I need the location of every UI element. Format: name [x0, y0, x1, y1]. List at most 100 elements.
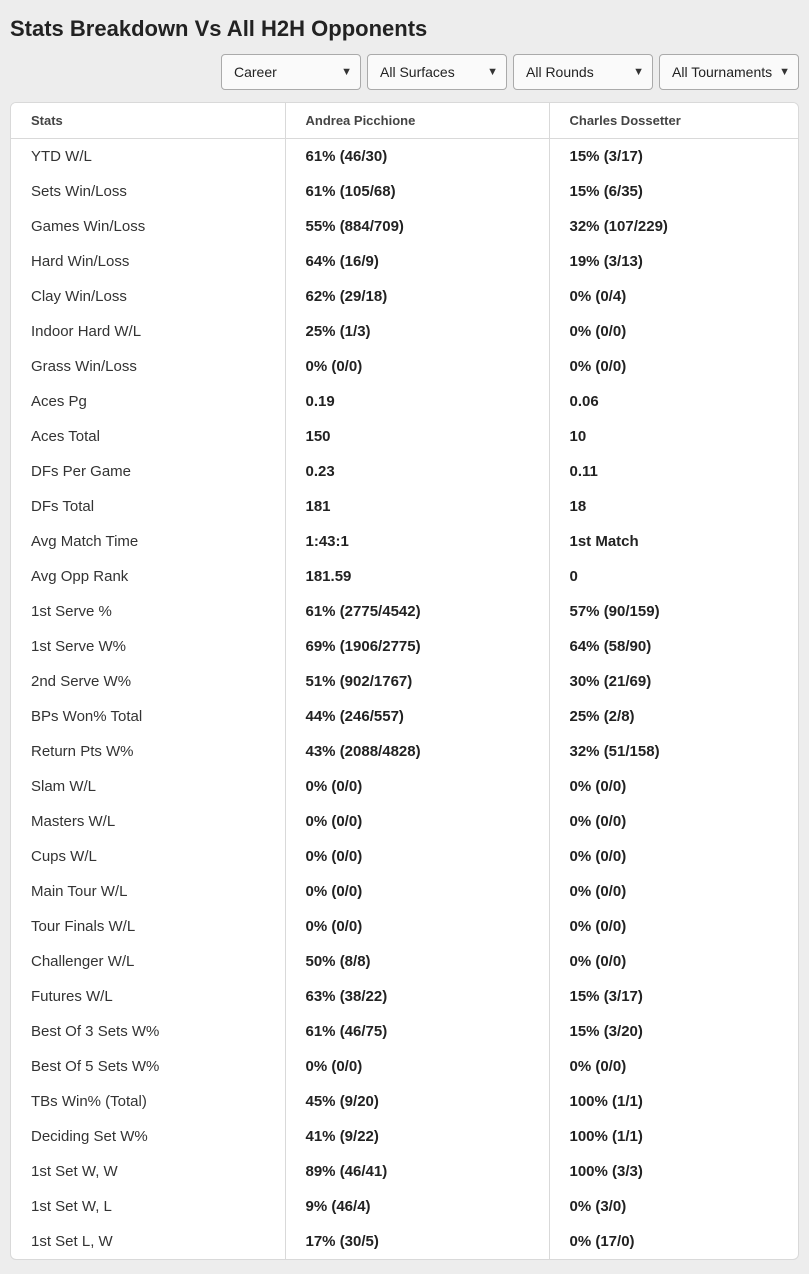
chevron-down-icon: ▼	[633, 66, 644, 78]
page-root: Stats Breakdown Vs All H2H Opponents Car…	[0, 0, 809, 1274]
stat-label: Challenger W/L	[11, 944, 285, 979]
stat-label: BPs Won% Total	[11, 699, 285, 734]
stat-label: Masters W/L	[11, 804, 285, 839]
player2-value: 1st Match	[549, 524, 798, 559]
player2-value: 15% (3/17)	[549, 979, 798, 1014]
player1-value: 0% (0/0)	[285, 909, 549, 944]
player1-value: 50% (8/8)	[285, 944, 549, 979]
player2-value: 30% (21/69)	[549, 664, 798, 699]
stat-label: Cups W/L	[11, 839, 285, 874]
tournament-select[interactable]: All Tournaments ▼	[659, 54, 799, 90]
stat-label: 2nd Serve W%	[11, 664, 285, 699]
table-row: DFs Per Game0.230.11	[11, 454, 798, 489]
table-row: 1st Set W, L9% (46/4)0% (3/0)	[11, 1189, 798, 1224]
table-row: Deciding Set W%41% (9/22)100% (1/1)	[11, 1119, 798, 1154]
player1-value: 69% (1906/2775)	[285, 629, 549, 664]
table-row: TBs Win% (Total)45% (9/20)100% (1/1)	[11, 1084, 798, 1119]
player1-value: 181.59	[285, 559, 549, 594]
page-title: Stats Breakdown Vs All H2H Opponents	[10, 16, 799, 42]
table-row: Clay Win/Loss62% (29/18)0% (0/4)	[11, 279, 798, 314]
stat-label: Best Of 3 Sets W%	[11, 1014, 285, 1049]
table-row: Slam W/L0% (0/0)0% (0/0)	[11, 769, 798, 804]
stat-label: Games Win/Loss	[11, 209, 285, 244]
stat-label: DFs Per Game	[11, 454, 285, 489]
player2-value: 0% (0/0)	[549, 874, 798, 909]
stats-card: Stats Andrea Picchione Charles Dossetter…	[10, 102, 799, 1260]
player2-value: 0% (3/0)	[549, 1189, 798, 1224]
player1-value: 41% (9/22)	[285, 1119, 549, 1154]
player1-value: 0.19	[285, 384, 549, 419]
table-row: Futures W/L63% (38/22)15% (3/17)	[11, 979, 798, 1014]
table-row: Masters W/L0% (0/0)0% (0/0)	[11, 804, 798, 839]
player2-value: 15% (3/17)	[549, 139, 798, 174]
stat-label: Grass Win/Loss	[11, 349, 285, 384]
header-player1: Andrea Picchione	[285, 103, 549, 139]
chevron-down-icon: ▼	[487, 66, 498, 78]
player2-value: 0% (0/0)	[549, 909, 798, 944]
stat-label: Indoor Hard W/L	[11, 314, 285, 349]
stat-label: Hard Win/Loss	[11, 244, 285, 279]
table-row: Indoor Hard W/L25% (1/3)0% (0/0)	[11, 314, 798, 349]
player2-value: 0% (0/4)	[549, 279, 798, 314]
round-select[interactable]: All Rounds ▼	[513, 54, 653, 90]
chevron-down-icon: ▼	[779, 66, 790, 78]
player2-value: 15% (6/35)	[549, 174, 798, 209]
player1-value: 63% (38/22)	[285, 979, 549, 1014]
stat-label: Tour Finals W/L	[11, 909, 285, 944]
player2-value: 10	[549, 419, 798, 454]
player2-value: 0% (0/0)	[549, 839, 798, 874]
player2-value: 32% (107/229)	[549, 209, 798, 244]
stat-label: Clay Win/Loss	[11, 279, 285, 314]
table-row: Tour Finals W/L0% (0/0)0% (0/0)	[11, 909, 798, 944]
round-select-value: All Rounds	[526, 64, 594, 80]
table-row: Cups W/L0% (0/0)0% (0/0)	[11, 839, 798, 874]
table-row: YTD W/L61% (46/30)15% (3/17)	[11, 139, 798, 174]
stat-label: DFs Total	[11, 489, 285, 524]
period-select-value: Career	[234, 64, 277, 80]
stat-label: TBs Win% (Total)	[11, 1084, 285, 1119]
table-row: DFs Total18118	[11, 489, 798, 524]
player1-value: 55% (884/709)	[285, 209, 549, 244]
player2-value: 0.06	[549, 384, 798, 419]
stat-label: 1st Set W, L	[11, 1189, 285, 1224]
player1-value: 0% (0/0)	[285, 874, 549, 909]
stats-table: Stats Andrea Picchione Charles Dossetter…	[11, 103, 798, 1259]
player1-value: 181	[285, 489, 549, 524]
player1-value: 0% (0/0)	[285, 349, 549, 384]
player1-value: 17% (30/5)	[285, 1224, 549, 1259]
player1-value: 61% (105/68)	[285, 174, 549, 209]
stat-label: 1st Set W, W	[11, 1154, 285, 1189]
table-row: BPs Won% Total44% (246/557)25% (2/8)	[11, 699, 798, 734]
table-row: 1st Set W, W89% (46/41)100% (3/3)	[11, 1154, 798, 1189]
player2-value: 32% (51/158)	[549, 734, 798, 769]
stat-label: Slam W/L	[11, 769, 285, 804]
table-row: Grass Win/Loss0% (0/0)0% (0/0)	[11, 349, 798, 384]
player1-value: 61% (2775/4542)	[285, 594, 549, 629]
stat-label: Aces Total	[11, 419, 285, 454]
period-select[interactable]: Career ▼	[221, 54, 361, 90]
stat-label: Futures W/L	[11, 979, 285, 1014]
stat-label: Main Tour W/L	[11, 874, 285, 909]
player2-value: 0.11	[549, 454, 798, 489]
table-body: YTD W/L61% (46/30)15% (3/17)Sets Win/Los…	[11, 139, 798, 1259]
player1-value: 0.23	[285, 454, 549, 489]
stat-label: YTD W/L	[11, 139, 285, 174]
player1-value: 44% (246/557)	[285, 699, 549, 734]
player2-value: 15% (3/20)	[549, 1014, 798, 1049]
surface-select[interactable]: All Surfaces ▼	[367, 54, 507, 90]
player1-value: 64% (16/9)	[285, 244, 549, 279]
stat-label: 1st Set L, W	[11, 1224, 285, 1259]
table-row: 1st Set L, W17% (30/5)0% (17/0)	[11, 1224, 798, 1259]
table-row: Hard Win/Loss64% (16/9)19% (3/13)	[11, 244, 798, 279]
player2-value: 0% (0/0)	[549, 769, 798, 804]
player1-value: 25% (1/3)	[285, 314, 549, 349]
table-row: Main Tour W/L0% (0/0)0% (0/0)	[11, 874, 798, 909]
player1-value: 0% (0/0)	[285, 804, 549, 839]
player2-value: 25% (2/8)	[549, 699, 798, 734]
table-row: Best Of 3 Sets W%61% (46/75)15% (3/20)	[11, 1014, 798, 1049]
stat-label: Best Of 5 Sets W%	[11, 1049, 285, 1084]
table-row: Aces Total15010	[11, 419, 798, 454]
player1-value: 89% (46/41)	[285, 1154, 549, 1189]
table-header-row: Stats Andrea Picchione Charles Dossetter	[11, 103, 798, 139]
table-row: 1st Serve %61% (2775/4542)57% (90/159)	[11, 594, 798, 629]
